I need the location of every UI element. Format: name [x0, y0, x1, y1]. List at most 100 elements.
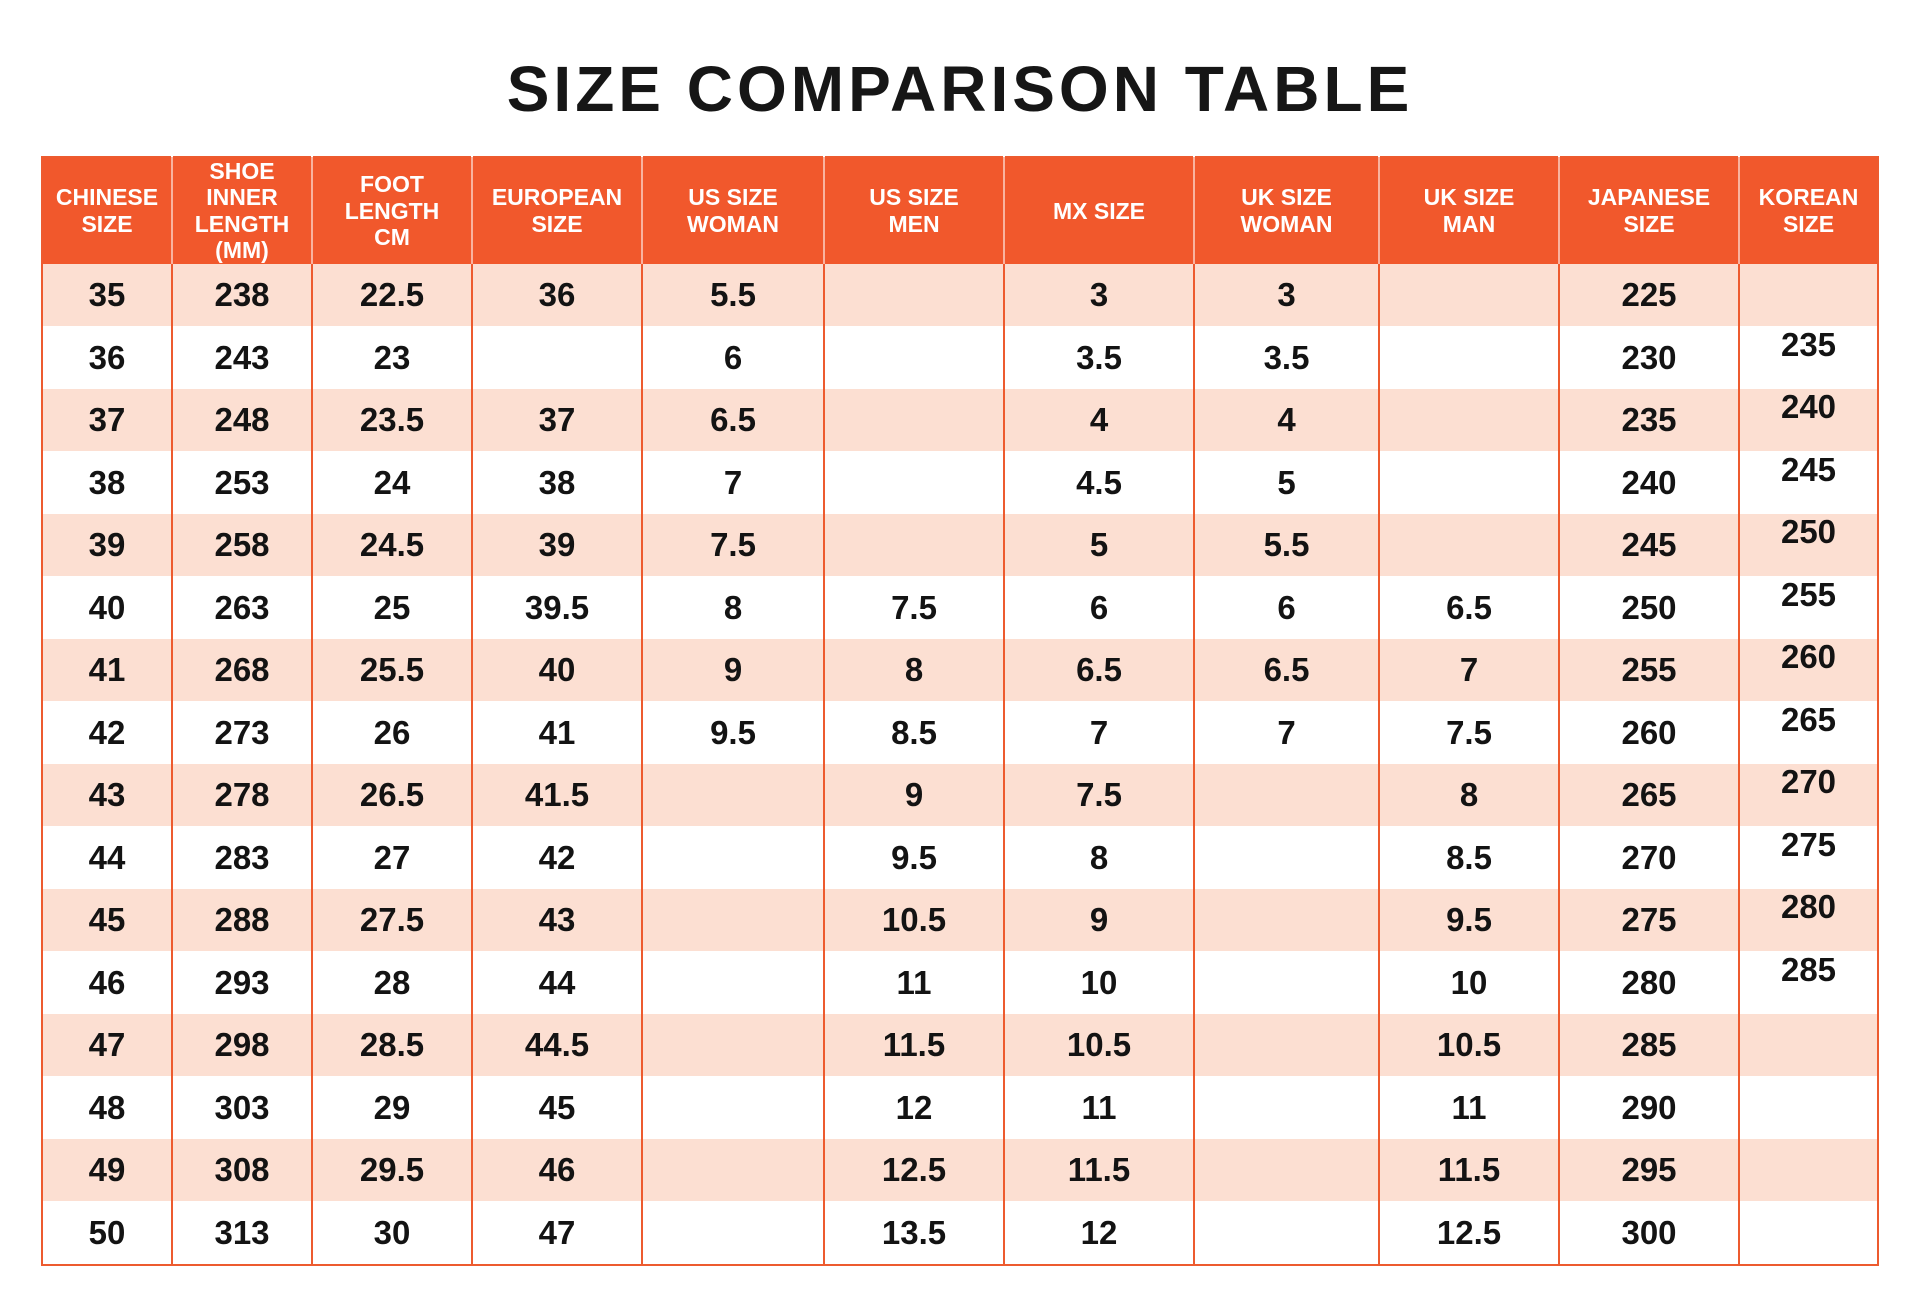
table-cell: 5.5: [1193, 513, 1379, 577]
table-cell: 4: [1193, 388, 1379, 452]
table-cell: 258: [171, 513, 312, 577]
table-cell: 39: [42, 513, 172, 577]
table-cell: 7: [1193, 701, 1379, 764]
table-cell: 11.5: [1378, 1138, 1559, 1202]
table-cell: 288: [171, 888, 312, 952]
table-cell: 5: [1193, 451, 1379, 514]
table-cell: [641, 888, 824, 952]
table-cell: [823, 263, 1004, 327]
table-cell: 47: [42, 1013, 172, 1077]
table-cell: 29: [311, 1076, 472, 1139]
table-cell: [471, 326, 642, 389]
column-header-us-size-men: US SIZE MEN: [823, 157, 1004, 264]
table-cell: 25.5: [311, 638, 472, 702]
table-cell: 290: [1558, 1076, 1739, 1139]
table-cell: 28.5: [311, 1013, 472, 1077]
table-cell: 7.5: [1378, 701, 1559, 764]
table-cell: 7: [1378, 638, 1559, 702]
table-cell: 44.5: [471, 1013, 642, 1077]
table-cell: 6: [1003, 576, 1194, 639]
table-cell: 238: [171, 263, 312, 327]
table-cell: 45: [471, 1076, 642, 1139]
column-header-foot-length-cm: FOOT LENGTH CM: [311, 157, 472, 264]
table-cell: 40: [42, 576, 172, 639]
table-cell: [1193, 1013, 1379, 1077]
column-header-japanese-size: JAPANESE SIZE: [1558, 157, 1739, 264]
table-cell: 298: [171, 1013, 312, 1077]
table-cell: 37: [42, 388, 172, 452]
column-header-mx-size: MX SIZE: [1003, 157, 1194, 264]
table-cell: 3.5: [1193, 326, 1379, 389]
table-cell: 4.5: [1003, 451, 1194, 514]
table-cell: 38: [471, 451, 642, 514]
table-row: 40 263 25 39.5 8 7.5 6 6 6.5 250 255: [42, 576, 1878, 639]
table-cell: 11: [823, 951, 1004, 1014]
table-cell: 6.5: [1378, 576, 1559, 639]
table-cell: 6: [641, 326, 824, 389]
table-cell: 243: [171, 326, 312, 389]
table-cell: 3.5: [1003, 326, 1194, 389]
table-cell: [641, 826, 824, 889]
table-cell: 48: [42, 1076, 172, 1139]
table-cell: 13.5: [823, 1201, 1004, 1265]
table-cell: 250: [1738, 513, 1878, 577]
table-row: 50 313 30 47 13.5 12 12.5 300: [42, 1201, 1878, 1265]
table-cell: 11.5: [823, 1013, 1004, 1077]
table-cell: 5.5: [641, 263, 824, 327]
table-cell: 263: [171, 576, 312, 639]
table-cell: [1193, 826, 1379, 889]
table-cell: 295: [1558, 1138, 1739, 1202]
table-row: 37 248 23.5 37 6.5 4 4 235 240: [42, 388, 1878, 452]
table-cell: 50: [42, 1201, 172, 1265]
column-header-us-size-woman: US SIZE WOMAN: [641, 157, 824, 264]
table-cell: [823, 513, 1004, 577]
table-cell: 250: [1558, 576, 1739, 639]
table-cell: [1378, 451, 1559, 514]
table-cell: 23.5: [311, 388, 472, 452]
table-cell: 313: [171, 1201, 312, 1265]
table-cell: 36: [42, 326, 172, 389]
table-cell: 308: [171, 1138, 312, 1202]
table-cell: 285: [1558, 1013, 1739, 1077]
table-cell: [641, 1013, 824, 1077]
table-cell: [1738, 1201, 1878, 1265]
table-cell: [641, 1201, 824, 1265]
table-row: 36 243 23 6 3.5 3.5 230 235: [42, 326, 1878, 389]
table-cell: [1193, 1201, 1379, 1265]
table-cell: 29.5: [311, 1138, 472, 1202]
table-cell: 10: [1003, 951, 1194, 1014]
table-cell: 11: [1003, 1076, 1194, 1139]
table-cell: 278: [171, 763, 312, 827]
table-cell: 260: [1558, 701, 1739, 764]
table-cell: [1378, 263, 1559, 327]
table-cell: 275: [1738, 826, 1878, 889]
table-cell: 6: [1193, 576, 1379, 639]
table-cell: 303: [171, 1076, 312, 1139]
table-cell: 37: [471, 388, 642, 452]
table-body: 35 238 22.5 36 5.5 3 3 225 36 243 23 6 3.5 3.5 230 235 3…: [42, 263, 1878, 1265]
column-header-european-size: EUROPEAN SIZE: [471, 157, 642, 264]
table-cell: 41: [471, 701, 642, 764]
table-cell: 3: [1003, 263, 1194, 327]
page-title: SIZE COMPARISON TABLE: [506, 53, 1414, 125]
table-cell: 9: [1003, 888, 1194, 952]
table-cell: 265: [1558, 763, 1739, 827]
table-cell: 22.5: [311, 263, 472, 327]
table-cell: [641, 1076, 824, 1139]
table-row: 45 288 27.5 43 10.5 9 9.5 275 280: [42, 888, 1878, 952]
table-cell: 8: [823, 638, 1004, 702]
table-cell: 27: [311, 826, 472, 889]
table-cell: 36: [471, 263, 642, 327]
table-row: 49 308 29.5 46 12.5 11.5 11.5 295: [42, 1138, 1878, 1202]
table-cell: 39: [471, 513, 642, 577]
table-row: 38 253 24 38 7 4.5 5 240 245: [42, 451, 1878, 514]
table-cell: 43: [42, 763, 172, 827]
table-cell: 5: [1003, 513, 1194, 577]
table-cell: [641, 763, 824, 827]
table-cell: 8.5: [823, 701, 1004, 764]
table-cell: 11.5: [1003, 1138, 1194, 1202]
table-cell: 240: [1558, 451, 1739, 514]
table-cell: 10.5: [1378, 1013, 1559, 1077]
table-cell: 4: [1003, 388, 1194, 452]
